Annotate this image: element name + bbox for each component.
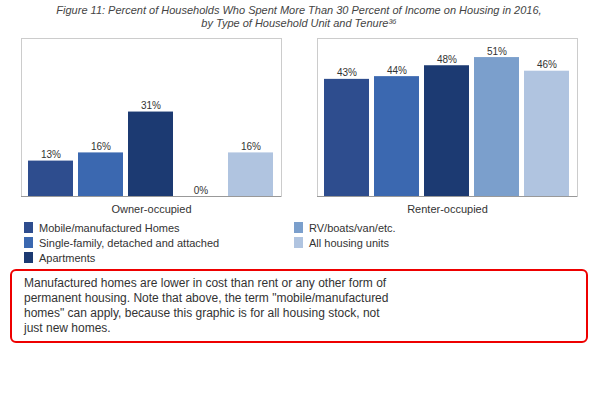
svg-text:16%: 16%	[91, 141, 111, 152]
html-text:Manufactured homes are lower i: Manufactured homes are lower in cost tha…	[24, 276, 389, 335]
svg-text:44%: 44%	[387, 65, 407, 76]
html-text:Apartments: Apartments	[39, 251, 96, 264]
svg-text:31%: 31%	[141, 100, 161, 111]
svg-text:46%: 46%	[537, 59, 557, 70]
svg-text:16%: 16%	[241, 141, 261, 152]
html-text:Single-family, detached and at: Single-family, detached and attached	[39, 236, 220, 249]
svg-text:13%: 13%	[41, 149, 61, 160]
svg-text:43%: 43%	[337, 67, 357, 78]
svg-text:Owner-occupied: Owner-occupied	[111, 203, 191, 215]
svg-text:48%: 48%	[437, 54, 457, 65]
html-text:RV/boats/van/etc.: RV/boats/van/etc.	[309, 221, 396, 234]
html-text:Figure 11: Percent of Househol: Figure 11: Percent of Households Who Spe…	[56, 4, 542, 16]
svg-text:Renter-occupied: Renter-occupied	[407, 203, 488, 215]
svg-text:51%: 51%	[487, 46, 507, 57]
html-text:Mobile/manufactured Homes: Mobile/manufactured Homes	[39, 221, 180, 234]
html-text:by Type of Household Unit and: by Type of Household Unit and Tenure³⁶	[201, 17, 397, 29]
html-text:All housing units: All housing units	[309, 236, 390, 249]
svg-text:0%: 0%	[194, 185, 209, 196]
